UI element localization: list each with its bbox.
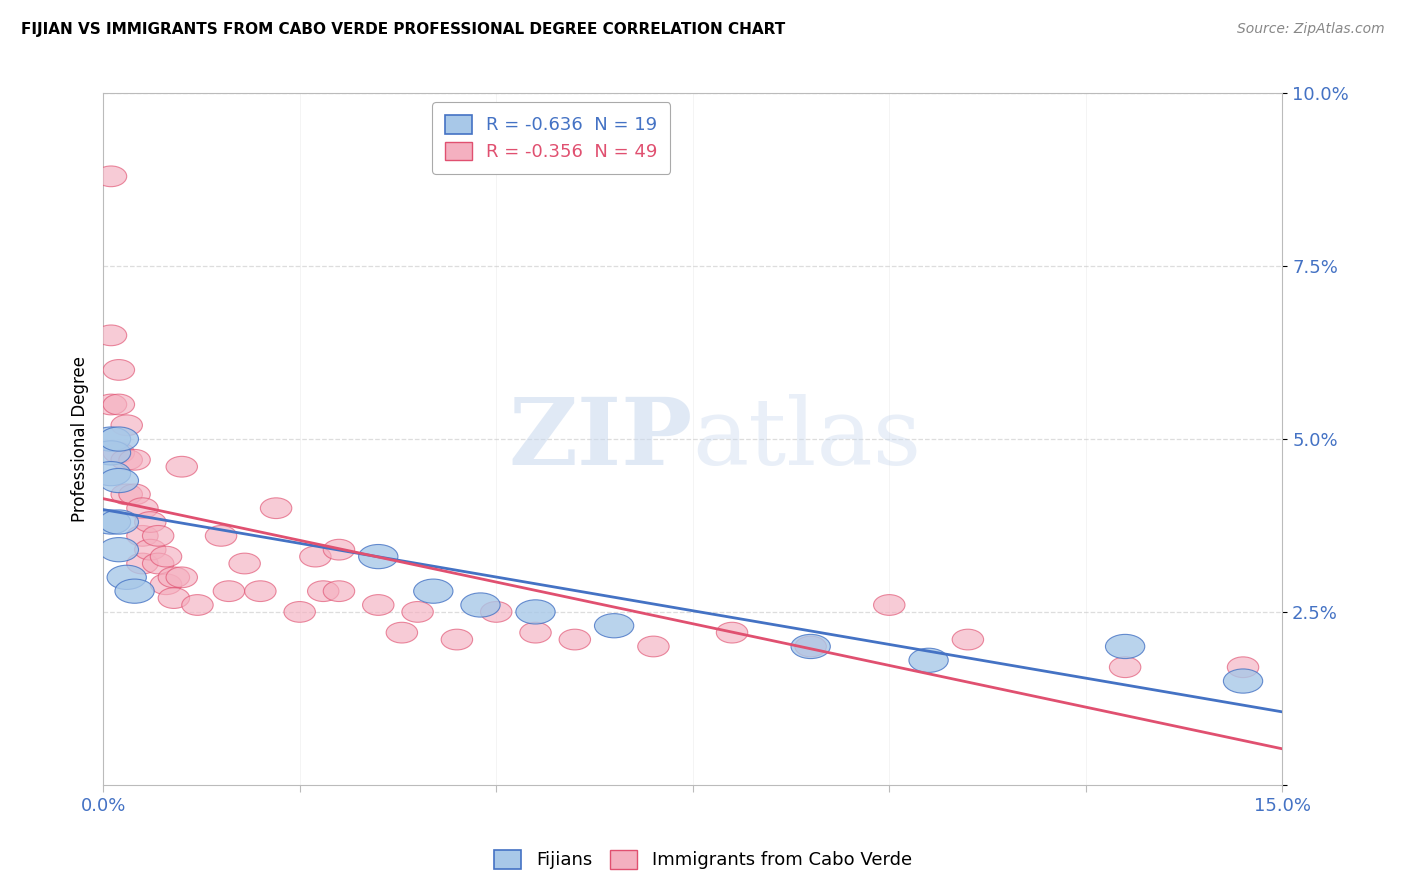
- Ellipse shape: [107, 566, 146, 590]
- Ellipse shape: [359, 544, 398, 569]
- Text: FIJIAN VS IMMIGRANTS FROM CABO VERDE PROFESSIONAL DEGREE CORRELATION CHART: FIJIAN VS IMMIGRANTS FROM CABO VERDE PRO…: [21, 22, 786, 37]
- Legend: Fijians, Immigrants from Cabo Verde: Fijians, Immigrants from Cabo Verde: [485, 841, 921, 879]
- Ellipse shape: [873, 595, 905, 615]
- Ellipse shape: [1227, 657, 1258, 678]
- Ellipse shape: [91, 441, 131, 465]
- Ellipse shape: [120, 450, 150, 470]
- Ellipse shape: [120, 484, 150, 505]
- Ellipse shape: [716, 623, 748, 643]
- Ellipse shape: [103, 394, 135, 415]
- Ellipse shape: [100, 538, 139, 562]
- Ellipse shape: [111, 450, 142, 470]
- Ellipse shape: [323, 540, 354, 560]
- Ellipse shape: [96, 166, 127, 186]
- Ellipse shape: [103, 359, 135, 380]
- Ellipse shape: [520, 623, 551, 643]
- Ellipse shape: [205, 525, 236, 546]
- Ellipse shape: [413, 579, 453, 603]
- Ellipse shape: [214, 581, 245, 601]
- Ellipse shape: [181, 595, 214, 615]
- Ellipse shape: [308, 581, 339, 601]
- Ellipse shape: [157, 567, 190, 588]
- Ellipse shape: [135, 540, 166, 560]
- Ellipse shape: [284, 601, 315, 623]
- Ellipse shape: [100, 468, 139, 492]
- Ellipse shape: [103, 442, 135, 463]
- Ellipse shape: [402, 601, 433, 623]
- Ellipse shape: [481, 601, 512, 623]
- Ellipse shape: [792, 634, 831, 658]
- Ellipse shape: [229, 553, 260, 574]
- Ellipse shape: [135, 512, 166, 533]
- Ellipse shape: [150, 574, 181, 595]
- Ellipse shape: [150, 546, 181, 567]
- Ellipse shape: [166, 457, 197, 477]
- Ellipse shape: [127, 525, 157, 546]
- Ellipse shape: [142, 525, 174, 546]
- Ellipse shape: [127, 498, 157, 518]
- Ellipse shape: [461, 593, 501, 617]
- Ellipse shape: [299, 546, 330, 567]
- Ellipse shape: [638, 636, 669, 657]
- Ellipse shape: [387, 623, 418, 643]
- Ellipse shape: [100, 427, 139, 451]
- Text: ZIP: ZIP: [509, 394, 693, 484]
- Ellipse shape: [260, 498, 292, 518]
- Ellipse shape: [96, 394, 127, 415]
- Legend: R = -0.636  N = 19, R = -0.356  N = 49: R = -0.636 N = 19, R = -0.356 N = 49: [432, 103, 671, 174]
- Text: atlas: atlas: [693, 394, 922, 484]
- Ellipse shape: [91, 461, 131, 486]
- Ellipse shape: [91, 510, 131, 534]
- Ellipse shape: [157, 588, 190, 608]
- Ellipse shape: [1109, 657, 1140, 678]
- Ellipse shape: [127, 553, 157, 574]
- Ellipse shape: [115, 579, 155, 603]
- Ellipse shape: [441, 629, 472, 650]
- Ellipse shape: [96, 325, 127, 346]
- Ellipse shape: [794, 636, 827, 657]
- Ellipse shape: [111, 484, 142, 505]
- Ellipse shape: [142, 553, 174, 574]
- Ellipse shape: [560, 629, 591, 650]
- Ellipse shape: [1223, 669, 1263, 693]
- Ellipse shape: [100, 510, 139, 534]
- Ellipse shape: [595, 614, 634, 638]
- Ellipse shape: [1105, 634, 1144, 658]
- Ellipse shape: [516, 599, 555, 624]
- Ellipse shape: [952, 629, 984, 650]
- Text: Source: ZipAtlas.com: Source: ZipAtlas.com: [1237, 22, 1385, 37]
- Ellipse shape: [166, 567, 197, 588]
- Ellipse shape: [363, 595, 394, 615]
- Y-axis label: Professional Degree: Professional Degree: [72, 356, 89, 522]
- Ellipse shape: [91, 427, 131, 451]
- Ellipse shape: [245, 581, 276, 601]
- Ellipse shape: [111, 415, 142, 435]
- Ellipse shape: [323, 581, 354, 601]
- Ellipse shape: [908, 648, 948, 673]
